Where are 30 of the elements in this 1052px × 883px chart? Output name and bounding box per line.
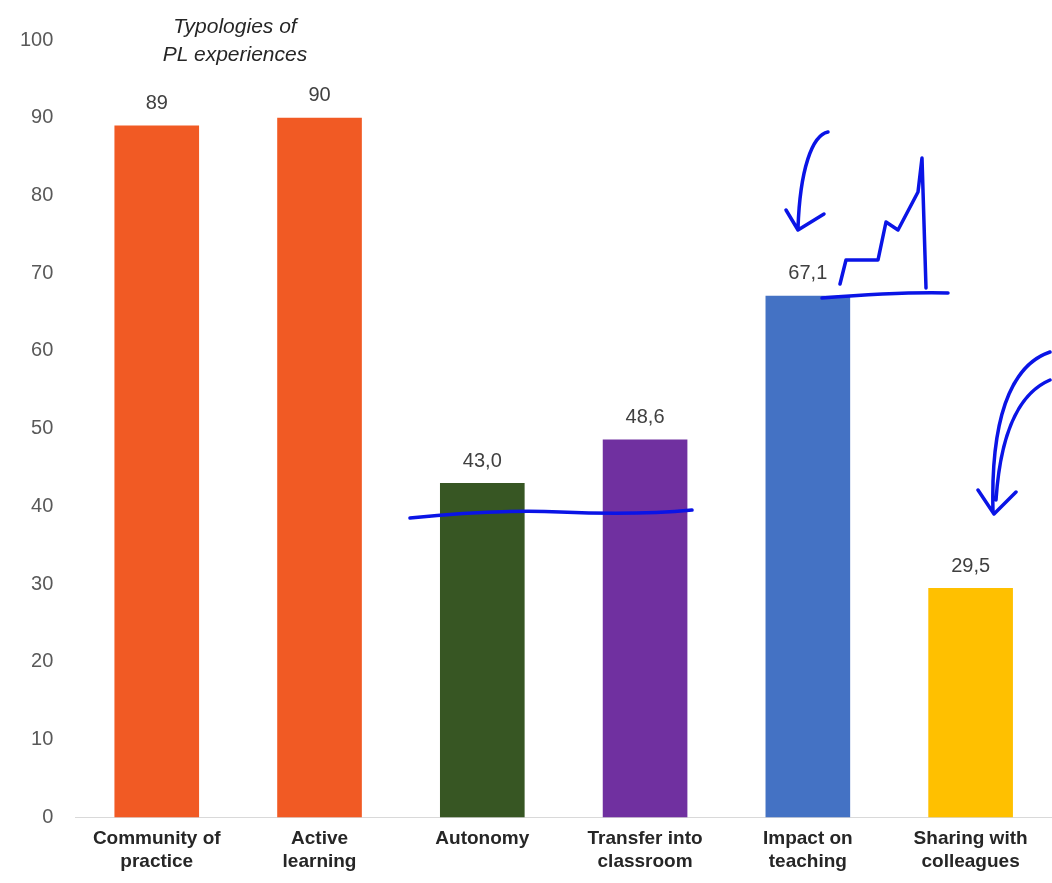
y-tick-label: 70 [31, 260, 54, 283]
y-tick-label: 60 [31, 338, 54, 361]
chart-title: Typologies of PL experiences [161, 13, 309, 67]
data-label: 90 [308, 83, 331, 106]
x-tick-label: Impact on teaching [762, 827, 853, 871]
bar [114, 125, 200, 818]
x-tick-label: Active learning [282, 827, 357, 871]
y-tick-label: 100 [19, 27, 54, 50]
data-label: 29,5 [951, 553, 991, 576]
bar [928, 588, 1013, 818]
x-tick-label: Autonomy [435, 827, 530, 849]
data-label: 89 [145, 91, 168, 114]
data-label: 67,1 [788, 261, 828, 284]
data-label: 43,0 [462, 448, 502, 471]
bar [602, 439, 688, 818]
y-tick-label: 0 [42, 804, 54, 827]
y-tick-label: 80 [31, 183, 54, 205]
y-tick-label: 90 [31, 105, 54, 128]
bar [439, 483, 525, 818]
data-label: 48,6 [625, 405, 665, 428]
y-tick-label: 10 [31, 727, 54, 750]
y-tick-label: 40 [31, 493, 54, 516]
x-tick-label: Community of practice [92, 827, 222, 871]
x-tick-label: Transfer into classroom [587, 827, 703, 871]
bar [765, 295, 851, 818]
y-tick-label: 20 [31, 649, 54, 672]
y-tick-label: 50 [31, 416, 54, 439]
x-tick-label: Sharing with colleagues [913, 827, 1028, 871]
y-tick-label: 30 [31, 571, 54, 594]
bar [277, 117, 362, 818]
